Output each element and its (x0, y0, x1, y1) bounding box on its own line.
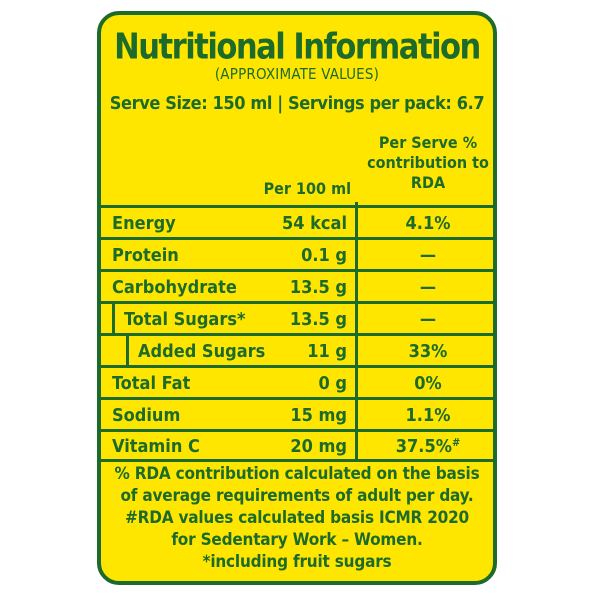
row-nutrient: Added Sugars (138, 341, 266, 362)
header-rda-line3: RDA (410, 173, 446, 192)
nutrition-label-panel: Nutritional Information (APPROXIMATE VAL… (97, 11, 497, 585)
row-nutrient: Vitamin C (112, 436, 200, 457)
table-row: Energy 54 kcal 4.1% (101, 208, 493, 238)
serve-size-line: Serve Size: 150 ml | Servings per pack: … (109, 93, 485, 114)
table-rule (101, 269, 493, 272)
footnote-line: % RDA contribution calculated on the bas… (114, 464, 480, 484)
footnote-line: *including fruit sugars (202, 552, 392, 572)
indent-divider (112, 301, 115, 333)
column-divider (355, 202, 358, 459)
table-rule (101, 333, 493, 336)
table-row: Total Fat 0 g 0% (101, 368, 493, 398)
row-per100: 15 mg (290, 405, 347, 426)
table-row: Protein 0.1 g — (101, 240, 493, 270)
row-rda: 0% (414, 373, 442, 394)
row-per100: 0.1 g (301, 245, 347, 266)
row-per100: 0 g (318, 373, 348, 394)
row-nutrient: Total Fat (112, 373, 191, 394)
table-row: Carbohydrate 13.5 g — (101, 272, 493, 302)
table-rule (101, 237, 493, 240)
row-nutrient: Sodium (112, 405, 181, 426)
table-row: Sodium 15 mg 1.1% (101, 400, 493, 430)
row-nutrient: Energy (112, 213, 176, 234)
row-per100: 11 g (307, 341, 347, 362)
table-rule (101, 459, 493, 462)
header-rda: Per Serve % contribution to RDA (366, 133, 490, 193)
row-rda: 4.1% (405, 213, 451, 234)
label-subtitle: (APPROXIMATE VALUES) (214, 65, 380, 83)
table-row: Vitamin C 20 mg 37.5%# (101, 431, 493, 461)
row-nutrient: Protein (112, 245, 179, 266)
row-per100: 13.5 g (289, 277, 347, 298)
header-rda-line1: Per Serve % (378, 133, 478, 152)
row-rda: — (419, 277, 437, 298)
row-rda: — (419, 309, 437, 330)
header-per-100ml: Per 100 ml (263, 179, 351, 198)
footnote-line: #RDA values calculated basis ICMR 2020 (125, 508, 469, 528)
row-per100: 54 kcal (281, 213, 347, 234)
label-title: Nutritional Information (114, 26, 481, 68)
footnote-line: for Sedentary Work – Women. (171, 530, 423, 550)
table-rule (101, 301, 493, 304)
row-per100: 20 mg (290, 436, 347, 457)
row-rda-cell: 37.5%# (358, 436, 493, 457)
table-rule (101, 397, 493, 400)
row-rda: 1.1% (405, 405, 451, 426)
table-row: Added Sugars 11 g 33% (101, 336, 493, 366)
header-rda-line2: contribution to (367, 153, 489, 172)
table-rule (101, 429, 493, 432)
row-nutrient: Total Sugars* (124, 309, 246, 330)
indent-divider (126, 333, 129, 365)
row-rda: 37.5% (395, 436, 452, 457)
footnote-line: of average requirements of adult per day… (120, 486, 474, 506)
row-rda: 33% (408, 341, 448, 362)
footnotes: % RDA contribution calculated on the bas… (101, 463, 493, 573)
row-rda: — (419, 245, 437, 266)
row-per100: 13.5 g (289, 309, 347, 330)
table-rule (101, 365, 493, 368)
table-rule (101, 205, 493, 208)
row-nutrient: Carbohydrate (112, 277, 237, 298)
table-row: Total Sugars* 13.5 g — (101, 304, 493, 334)
rda-footnote-mark: # (451, 436, 461, 449)
